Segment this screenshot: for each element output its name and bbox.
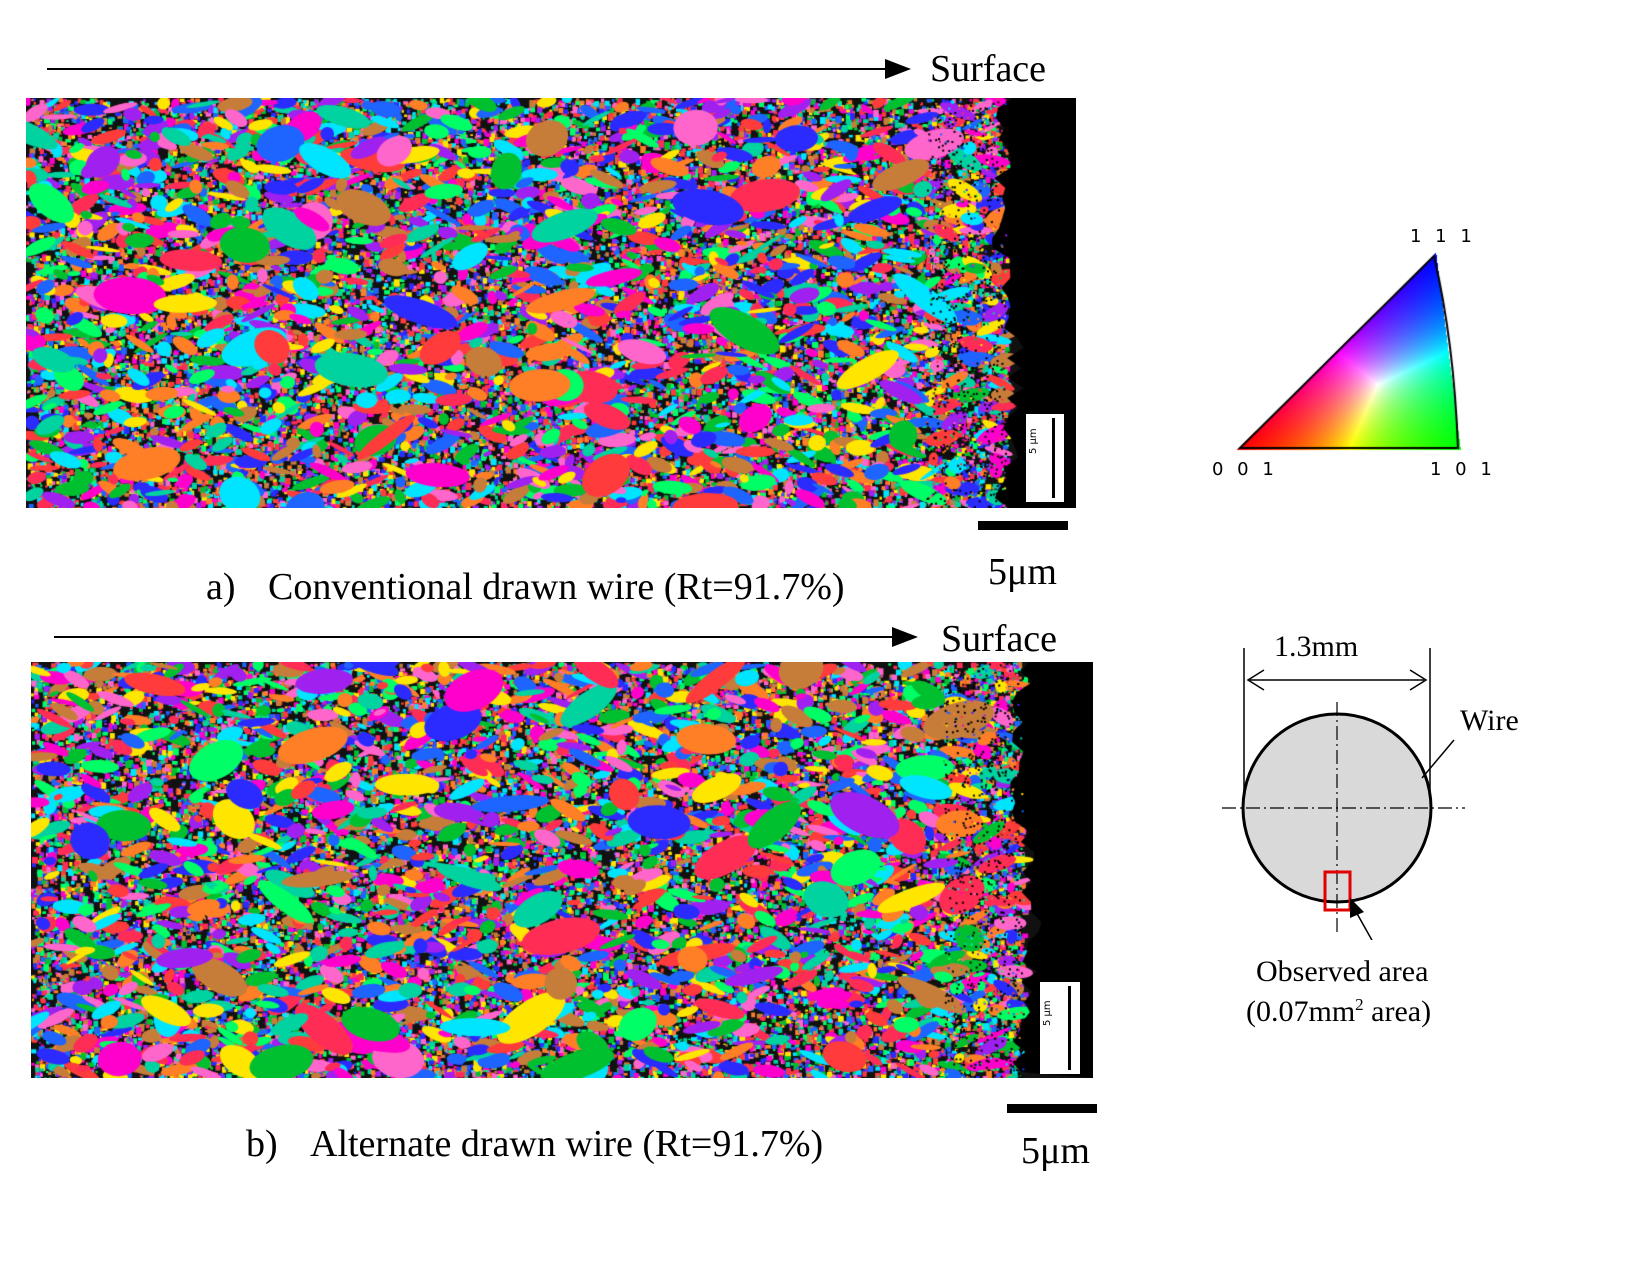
caption-text-b: Alternate drawn wire (Rt=91.7%) xyxy=(310,1123,824,1165)
diameter-label: 1.3mm xyxy=(1274,630,1359,663)
ipf-label-111: 1 1 1 xyxy=(1410,226,1476,247)
caption-text-a: Conventional drawn wire (Rt=91.7%) xyxy=(268,566,845,608)
surface-label-a: Surface xyxy=(930,48,1047,90)
direction-arrow-a xyxy=(47,59,911,79)
direction-arrow-b xyxy=(54,627,918,647)
inset-scale-box-b: 5 μm xyxy=(1040,982,1080,1074)
caption-letter-a: a) xyxy=(206,566,236,608)
scale-bar-b xyxy=(1007,1104,1097,1113)
scale-bar-a xyxy=(978,521,1068,530)
wire-cross-section xyxy=(1222,648,1465,940)
area-size-label: (0.07mm2 area) xyxy=(1246,995,1432,1028)
wire-label: Wire xyxy=(1460,704,1519,737)
surface-label-b: Surface xyxy=(941,618,1058,660)
inset-scale-label-a: 5 μm xyxy=(1028,428,1039,454)
ipf-label-101: 1 0 1 xyxy=(1430,459,1496,480)
inset-scale-label-b: 5 μm xyxy=(1042,1000,1053,1026)
orientation-map-a xyxy=(26,98,1076,508)
ipf-triangle xyxy=(1236,252,1466,452)
scale-label-a: 5μm xyxy=(988,551,1057,593)
ipf-label-001: 0 0 1 xyxy=(1212,459,1278,480)
caption-letter-b: b) xyxy=(246,1123,278,1165)
orientation-map-b xyxy=(31,662,1093,1078)
scale-label-b: 5μm xyxy=(1021,1130,1090,1172)
observed-area-label: Observed area xyxy=(1256,955,1429,988)
inset-scale-box-a: 5 μm xyxy=(1026,414,1064,502)
